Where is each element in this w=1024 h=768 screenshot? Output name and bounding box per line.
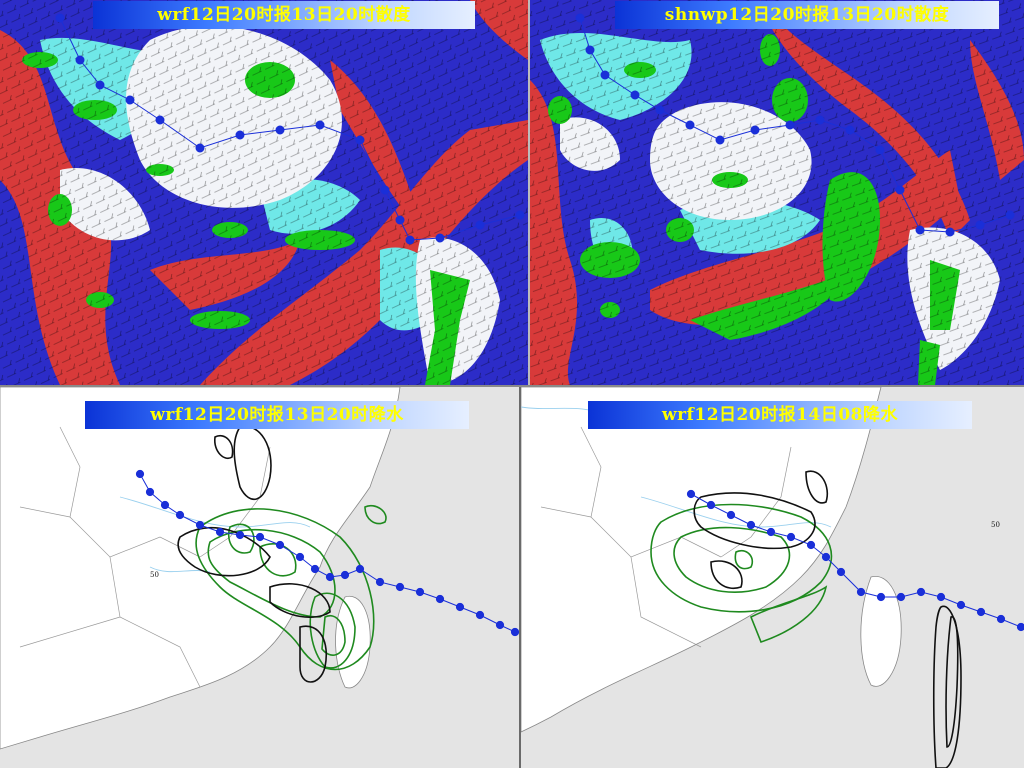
- precip-contours-black: [177, 425, 331, 683]
- province-borders: [19, 426, 271, 688]
- panel-title: wrf12日20时报14日08降水: [588, 401, 972, 429]
- divergence-map-shnwp: [530, 0, 1024, 385]
- divergence-map-wrf: [0, 0, 528, 385]
- panel-title: wrf12日20时报13日20时散度: [93, 1, 475, 29]
- panel-divider: [519, 387, 521, 768]
- divergence-panel-shnwp: shnwp12日20时报13日20时散度: [530, 0, 1024, 385]
- typhoon-track: [575, 13, 1015, 237]
- panel-divider: [528, 0, 530, 385]
- precipitation-panel-13d20: 50 wrf12日20时报13日20时降水: [0, 387, 519, 768]
- precip-contours-green: [650, 503, 833, 643]
- panel-divider: [0, 385, 1024, 387]
- taiwan-island: [860, 575, 902, 687]
- divergence-panel-wrf: wrf12日20时报13日20时散度: [0, 0, 528, 385]
- contour-label: 50: [150, 571, 159, 579]
- land-area: [521, 387, 882, 733]
- wind-barbs: [530, 0, 1024, 385]
- land-area: [0, 387, 401, 750]
- wind-barbs: [0, 0, 528, 385]
- typhoon-track: [55, 13, 525, 245]
- precipitation-map-13d20: 50: [0, 387, 519, 768]
- province-borders: [540, 426, 792, 648]
- panel-title: wrf12日20时报13日20时降水: [85, 401, 469, 429]
- precip-contours-black: [693, 470, 962, 768]
- panel-title: shnwp12日20时报13日20时散度: [615, 1, 999, 29]
- typhoon-track: [686, 489, 1024, 632]
- typhoon-track: [135, 469, 519, 637]
- precipitation-panel-14d08: 50 wrf12日20时报14日08降水: [521, 387, 1024, 768]
- precipitation-map-14d08: 50: [521, 387, 1024, 768]
- contour-label: 50: [991, 521, 1000, 529]
